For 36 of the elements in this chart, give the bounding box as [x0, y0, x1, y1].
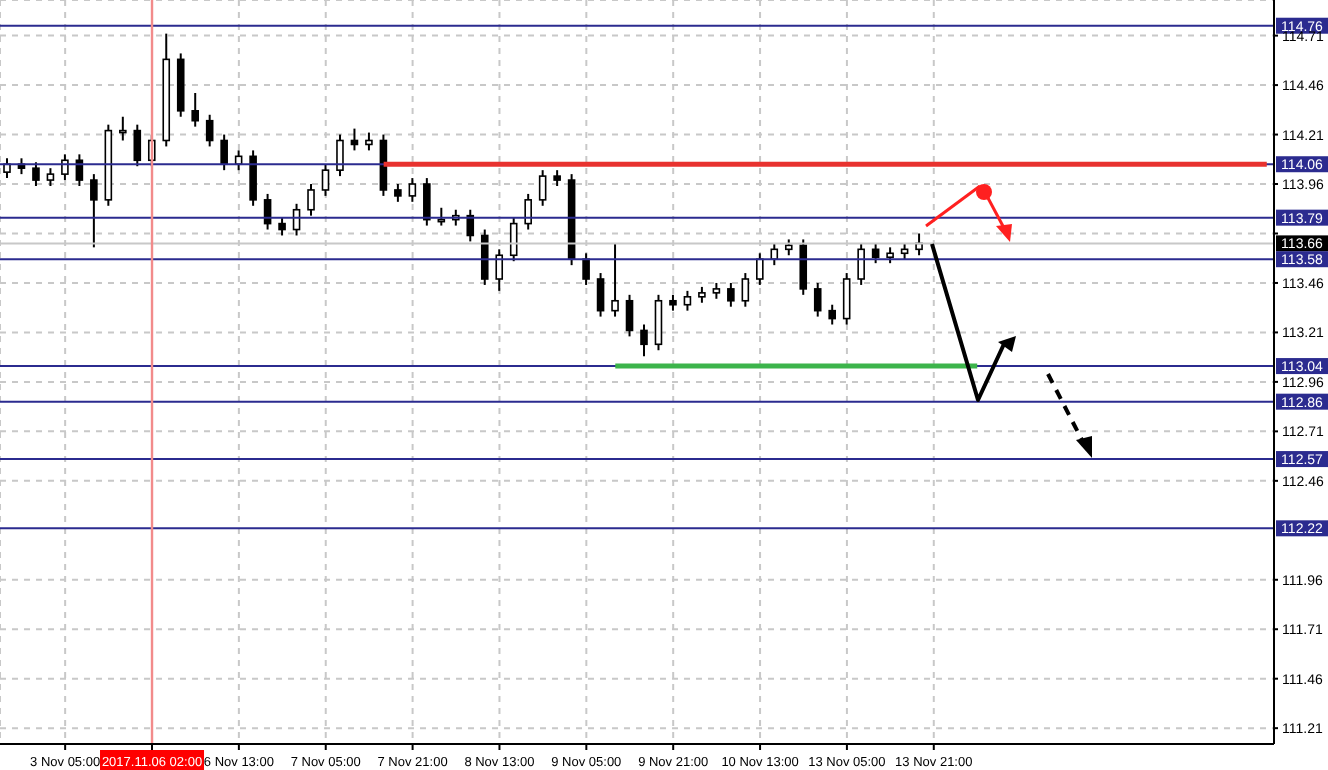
- candlestick: [842, 272, 851, 326]
- candlestick: [813, 281, 822, 318]
- candlestick: [307, 183, 315, 217]
- candlestick: [596, 272, 605, 318]
- candlestick: [524, 192, 532, 231]
- candlestick: [582, 252, 590, 286]
- candlestick: [683, 289, 692, 312]
- candlestick: [741, 272, 750, 308]
- candlestick: [495, 248, 504, 292]
- candlestick: [466, 208, 475, 243]
- candlestick: [828, 303, 836, 326]
- candlestick: [205, 113, 214, 148]
- candlestick: [336, 133, 344, 178]
- candlestick: [799, 238, 808, 296]
- candlestick: [538, 169, 547, 207]
- candlestick: [90, 173, 98, 249]
- candlestick: [871, 242, 880, 265]
- candlestick: [611, 242, 619, 318]
- candlestick: [480, 228, 489, 286]
- candlestick: [509, 216, 518, 263]
- candlestick: [857, 242, 865, 286]
- candlestick: [625, 293, 634, 338]
- candlestick: [756, 252, 764, 286]
- candlestick: [654, 293, 663, 352]
- candlestick: [32, 161, 40, 187]
- candlestick: [727, 281, 735, 308]
- candlestick: [321, 163, 330, 197]
- candlestick: [423, 177, 431, 227]
- candlestick: [133, 123, 142, 168]
- candlestick: [220, 133, 228, 172]
- candlestick: [119, 115, 127, 142]
- candlestick: [640, 323, 648, 358]
- candlestick: [408, 177, 417, 203]
- candlestick: [249, 149, 257, 207]
- candlestick: [61, 153, 69, 182]
- candlestick: [191, 92, 199, 128]
